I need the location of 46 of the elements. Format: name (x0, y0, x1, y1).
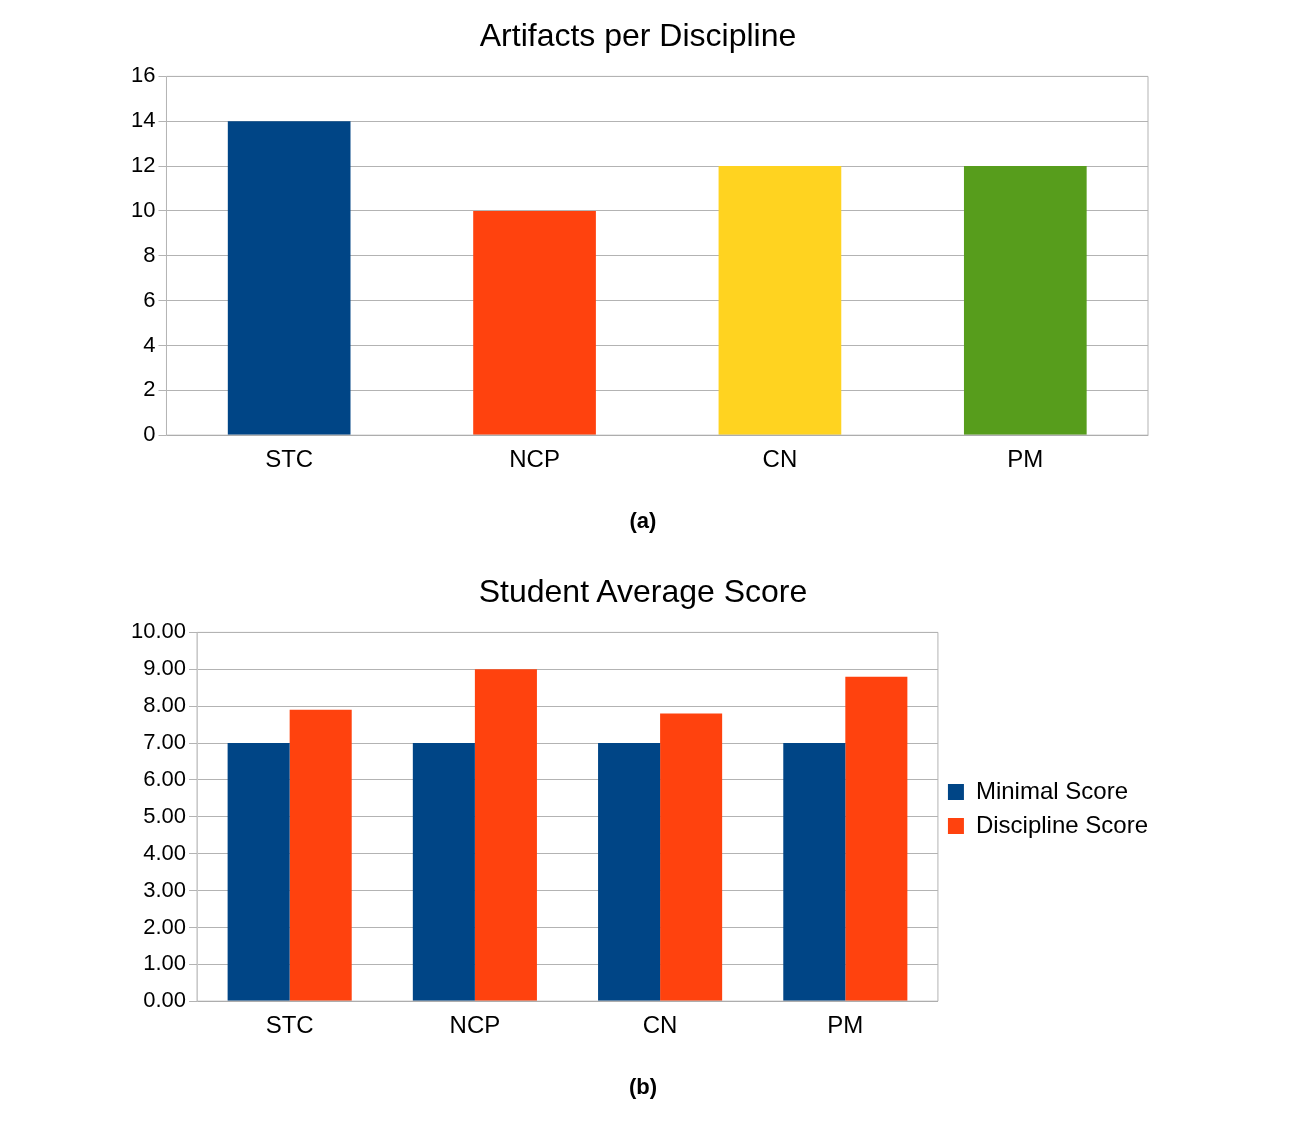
bar (963, 166, 1087, 435)
x-tick-label: NCP (509, 445, 560, 473)
y-tick-label: 4 (143, 331, 156, 357)
y-tick-label: 0 (143, 421, 156, 447)
x-tick-label: STC (265, 445, 314, 473)
y-tick-label: 8.00 (143, 692, 187, 718)
y-tick-label: 7.00 (143, 729, 187, 755)
y-tick-label: 16 (130, 62, 156, 88)
x-tick-label: PM (1007, 445, 1044, 473)
x-tick-label: CN (762, 445, 798, 473)
y-tick-label: 6 (143, 286, 156, 312)
text: (b) (627, 1074, 659, 1100)
x-tick-label: PM (827, 1011, 864, 1039)
y-tick-label: 0.00 (143, 987, 187, 1013)
bar (473, 210, 596, 435)
bar (660, 713, 723, 1001)
bar (227, 743, 290, 1001)
y-tick-label: 12 (130, 152, 156, 178)
bar (718, 166, 842, 435)
x-tick-label: NCP (449, 1011, 501, 1039)
y-tick-label: 10.00 (130, 618, 187, 644)
bar (598, 743, 661, 1001)
x-tick-label: STC (265, 1011, 314, 1039)
legend-label: Minimal Score (975, 776, 1128, 804)
y-tick-label: 9.00 (143, 655, 187, 681)
y-tick-label: 8 (143, 241, 156, 267)
bar (474, 669, 537, 1001)
y-tick-label: 10 (130, 197, 156, 223)
y-tick-label: 2.00 (143, 913, 187, 939)
text: (a) (628, 508, 658, 534)
bar (227, 121, 351, 435)
legend-label: Discipline Score (975, 810, 1149, 838)
y-tick-label: 2 (143, 376, 156, 402)
bar (412, 743, 475, 1001)
bar (845, 676, 908, 1001)
bar (783, 743, 846, 1001)
bar (289, 709, 352, 1001)
chart-title: Student Average Score (478, 573, 808, 610)
chart-title: Artifacts per Discipline (479, 17, 797, 54)
y-tick-label: 6.00 (143, 765, 187, 791)
y-tick-label: 1.00 (143, 950, 187, 976)
y-tick-label: 14 (130, 107, 156, 133)
y-tick-label: 3.00 (143, 876, 187, 902)
y-tick-label: 4.00 (143, 839, 187, 865)
y-tick-label: 5.00 (143, 802, 187, 828)
x-tick-label: CN (642, 1011, 678, 1039)
